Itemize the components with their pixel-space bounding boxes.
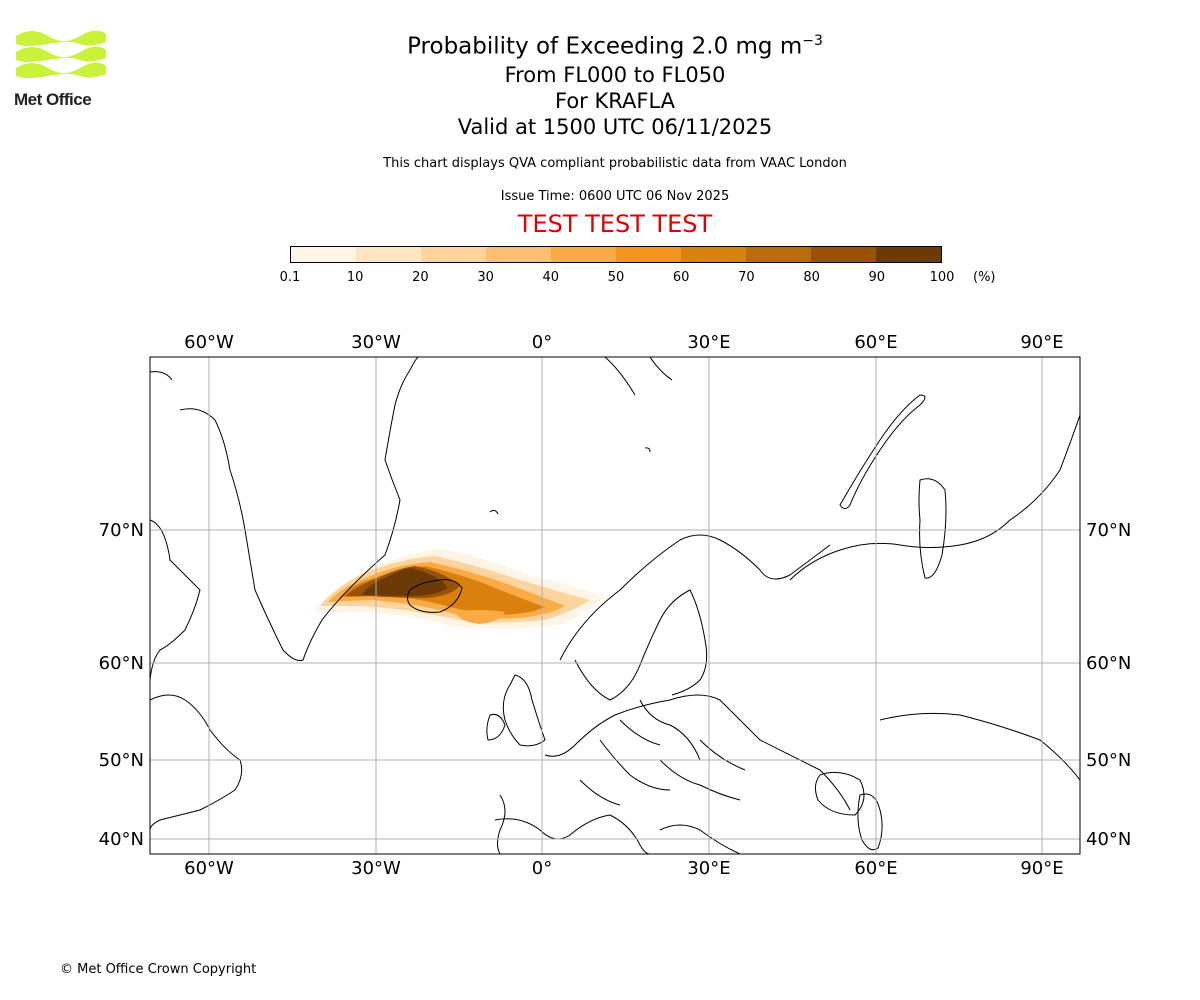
colorbar-tick: 60 [672, 270, 690, 285]
volcano-name: For KRAFLA [555, 88, 675, 113]
colorbar-segment [486, 247, 551, 262]
colorbar-tick: 10 [346, 270, 364, 285]
map-area [150, 357, 1080, 854]
colorbar-segment [291, 247, 356, 262]
colorbar-tick: 50 [607, 270, 625, 285]
left-latitude-labels: 70°N 60°N 50°N 40°N [99, 520, 144, 850]
colorbar-unit: (%) [973, 270, 996, 285]
colorbar-segment [356, 247, 421, 262]
colorbar-tick: 20 [412, 270, 429, 285]
tick-label: 30°W [351, 332, 401, 353]
met-office-logo: Met Office [12, 28, 112, 118]
tick-label: 0° [532, 332, 552, 353]
colorbar-tick-labels: 0.1 10 20 30 40 50 60 70 80 90 100 [280, 270, 955, 286]
chart-header: Probability of Exceeding 2.0 mg m−3 From… [0, 26, 1200, 239]
colorbar-tick: 80 [803, 270, 820, 285]
chart-title: Probability of Exceeding 2.0 mg m−3 [407, 33, 823, 60]
colorbar-segment [681, 247, 746, 262]
colorbar-segment [746, 247, 811, 262]
colorbar-tick: 70 [738, 270, 755, 285]
map-frame [149, 356, 1081, 855]
logo-text: Met Office [14, 90, 92, 109]
tick-label: 40°N [1086, 829, 1131, 850]
colorbar-segment [421, 247, 486, 262]
tick-label: 90°E [1020, 858, 1063, 879]
level-range: From FL000 to FL050 [504, 62, 726, 87]
tick-label: 50°N [1086, 750, 1131, 771]
ash-probability-plume [315, 548, 605, 630]
tick-label: 50°N [99, 750, 144, 771]
chart-description: This chart displays QVA compliant probab… [383, 155, 847, 171]
tick-label: 70°N [99, 520, 144, 541]
test-banner: TEST TEST TEST [517, 209, 713, 238]
colorbar-tick: 30 [477, 270, 494, 285]
tick-label: 70°N [1086, 520, 1131, 541]
right-latitude-labels: 70°N 60°N 50°N 40°N [1086, 520, 1131, 850]
tick-label: 90°E [1020, 332, 1063, 353]
top-longitude-labels: 60°W 30°W 0° 30°E 60°E 90°E [184, 332, 1063, 353]
tick-label: 60°E [854, 858, 897, 879]
tick-label: 30°E [687, 332, 730, 353]
gridlines [150, 357, 1080, 854]
valid-time: Valid at 1500 UTC 06/11/2025 [457, 114, 773, 139]
tick-label: 60°N [1086, 653, 1131, 674]
issue-time: Issue Time: 0600 UTC 06 Nov 2025 [500, 188, 730, 204]
met-office-wave-icon [16, 30, 106, 78]
tick-label: 60°E [854, 332, 897, 353]
probability-colorbar [290, 246, 942, 263]
tick-label: 60°W [184, 332, 234, 353]
colorbar-segment [551, 247, 616, 262]
tick-label: 30°E [687, 858, 730, 879]
colorbar-segment [811, 247, 876, 262]
colorbar-tick: 90 [868, 270, 886, 285]
bottom-longitude-labels: 60°W 30°W 0° 30°E 60°E 90°E [184, 858, 1063, 879]
tick-label: 0° [532, 858, 552, 879]
tick-label: 60°W [184, 858, 234, 879]
coastlines [150, 357, 1080, 854]
copyright-notice: © Met Office Crown Copyright [60, 962, 257, 977]
tick-label: 40°N [99, 829, 144, 850]
colorbar-tick: 0.1 [279, 270, 301, 285]
colorbar-tick: 100 [929, 270, 955, 285]
tick-label: 30°W [351, 858, 401, 879]
colorbar-tick: 40 [542, 270, 560, 285]
colorbar-segment [876, 247, 941, 262]
colorbar-segment [616, 247, 681, 262]
tick-label: 60°N [99, 653, 144, 674]
